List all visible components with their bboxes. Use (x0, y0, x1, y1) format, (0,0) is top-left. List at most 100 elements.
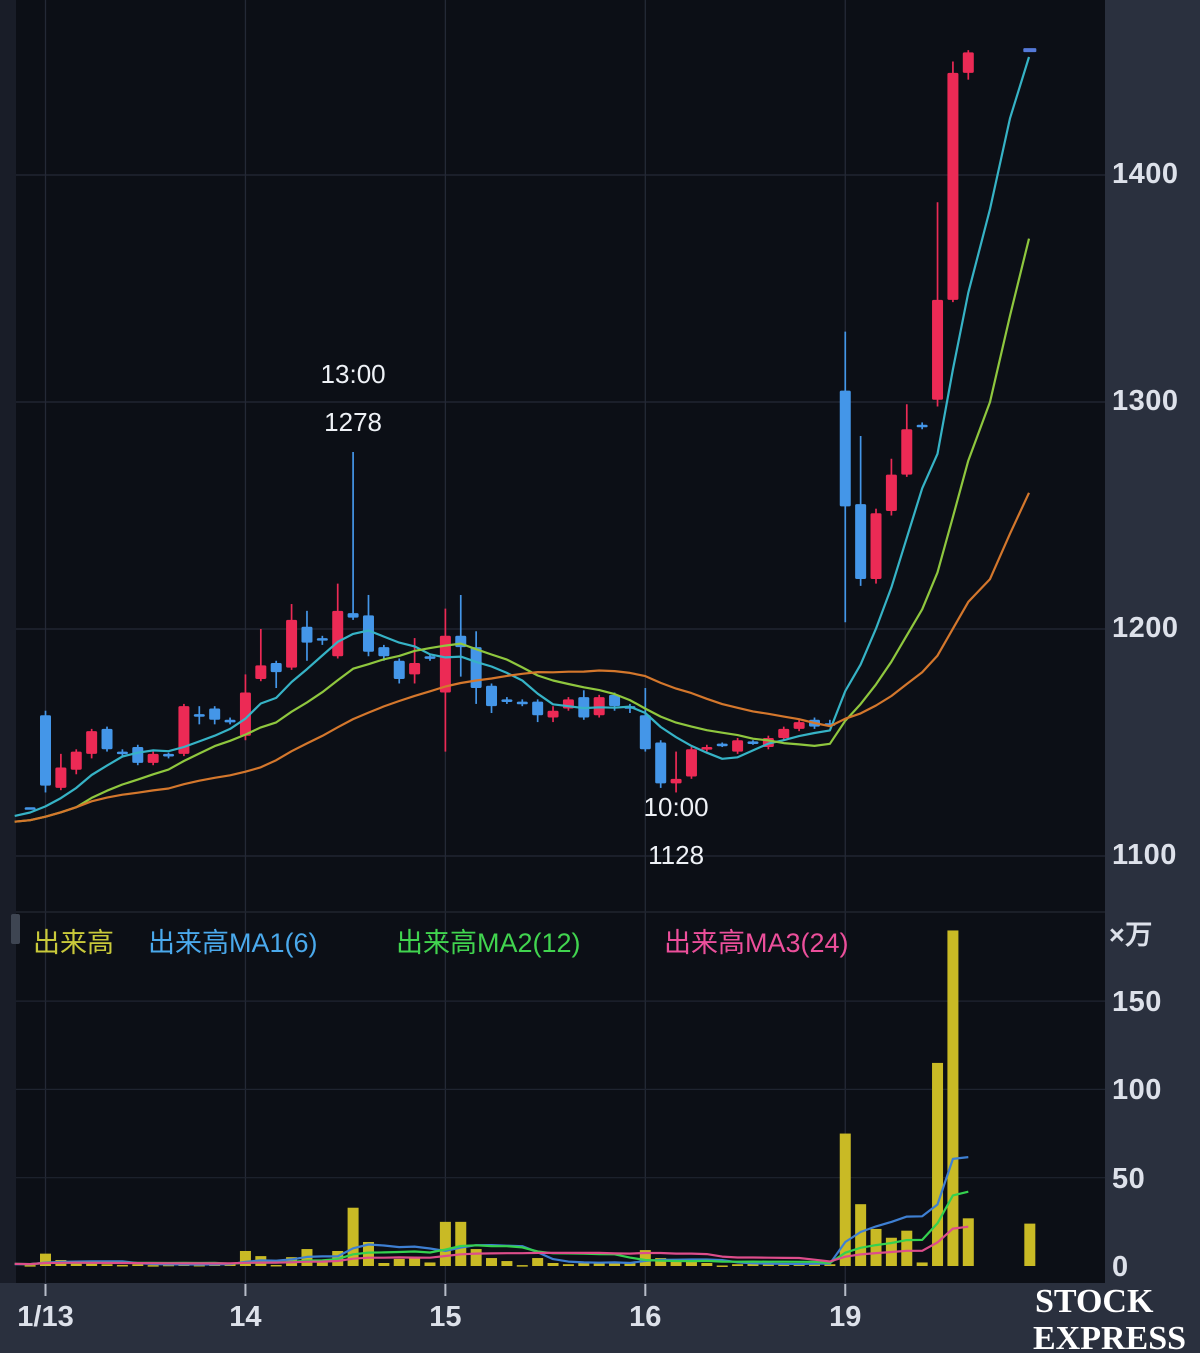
volume-bar[interactable] (439, 1221, 451, 1266)
volume-bar[interactable] (147, 1265, 159, 1267)
candle[interactable] (916, 422, 928, 430)
candle[interactable] (639, 688, 651, 752)
volume-bar[interactable] (685, 1261, 697, 1266)
volume-bar[interactable] (163, 1264, 175, 1267)
candle[interactable] (378, 644, 390, 661)
volume-bar[interactable] (316, 1259, 328, 1266)
candle[interactable] (562, 697, 574, 711)
candle[interactable] (593, 694, 605, 718)
candle[interactable] (885, 458, 897, 516)
candle[interactable] (70, 749, 82, 775)
volume-bar[interactable] (639, 1250, 651, 1266)
candle[interactable] (316, 635, 328, 645)
candle[interactable] (486, 683, 498, 713)
volume-bar[interactable] (962, 1218, 974, 1266)
volume-bar[interactable] (732, 1264, 744, 1266)
volume-bar[interactable] (24, 1265, 36, 1267)
candle[interactable] (439, 608, 451, 752)
volume-bar[interactable] (362, 1241, 374, 1266)
volume-bar[interactable] (762, 1264, 774, 1266)
candles-layer[interactable] (24, 50, 974, 810)
candle[interactable] (685, 747, 697, 779)
volume-bar[interactable] (501, 1261, 513, 1266)
candle[interactable] (532, 699, 544, 723)
candle[interactable] (393, 658, 405, 684)
candle[interactable] (578, 690, 590, 720)
candle[interactable] (962, 50, 974, 80)
volume-bar[interactable] (116, 1264, 128, 1267)
volume-bar[interactable] (424, 1262, 436, 1266)
candle[interactable] (670, 751, 682, 793)
candle[interactable] (855, 436, 867, 586)
legend-volume-ma2[interactable]: 出来高MA2(12) (396, 928, 581, 958)
candle[interactable] (132, 744, 144, 766)
volume-bar-current[interactable] (1024, 1223, 1036, 1266)
candle[interactable] (239, 674, 251, 741)
candle[interactable] (255, 629, 267, 682)
candle[interactable] (716, 742, 728, 748)
volume-bar[interactable] (855, 1204, 867, 1266)
volume-bars-layer[interactable] (24, 930, 1036, 1267)
volume-bar[interactable] (747, 1262, 759, 1266)
legend-volume-ma3[interactable]: 出来高MA3(24) (664, 928, 849, 958)
candle[interactable] (301, 610, 313, 661)
candle[interactable] (470, 631, 482, 704)
volume-bar[interactable] (239, 1250, 251, 1266)
candle[interactable] (163, 752, 175, 759)
candle[interactable] (101, 726, 113, 752)
legend-volume[interactable]: 出来高 (33, 928, 114, 958)
volume-bar[interactable] (132, 1264, 144, 1266)
volume-bar[interactable] (932, 1062, 944, 1266)
volume-bar[interactable] (455, 1221, 467, 1266)
candle[interactable] (224, 717, 236, 725)
volume-bar[interactable] (670, 1261, 682, 1266)
candle[interactable] (547, 706, 559, 723)
candle[interactable] (86, 728, 98, 759)
candle[interactable] (901, 404, 913, 477)
volume-bar[interactable] (70, 1262, 82, 1266)
candle[interactable] (24, 807, 36, 810)
volume-bar[interactable] (947, 930, 959, 1266)
candle[interactable] (870, 508, 882, 584)
candle[interactable] (147, 751, 159, 766)
volume-bar[interactable] (470, 1249, 482, 1266)
candle[interactable] (778, 726, 790, 741)
volume-bar[interactable] (393, 1258, 405, 1266)
volume-bar[interactable] (409, 1257, 421, 1266)
volume-bar[interactable] (40, 1253, 51, 1266)
pane-divider-handle[interactable] (11, 914, 20, 944)
candle[interactable] (655, 740, 667, 788)
volume-bar[interactable] (793, 1264, 805, 1266)
volume-bar[interactable] (701, 1262, 713, 1266)
volume-bar[interactable] (486, 1258, 498, 1266)
volume-bar[interactable] (609, 1262, 621, 1266)
candle[interactable] (286, 604, 298, 670)
candle[interactable] (347, 451, 359, 620)
candle[interactable] (747, 740, 759, 745)
candle[interactable] (116, 749, 128, 757)
volume-bar[interactable] (716, 1265, 728, 1267)
volume-bar[interactable] (916, 1262, 928, 1266)
candle[interactable] (839, 331, 851, 623)
candle[interactable] (193, 706, 205, 725)
candle[interactable] (55, 753, 67, 791)
volume-bar[interactable] (824, 1264, 836, 1266)
volume-bar[interactable] (86, 1262, 98, 1266)
volume-bar[interactable] (901, 1230, 913, 1266)
volume-bar[interactable] (578, 1262, 590, 1266)
candle[interactable] (793, 719, 805, 732)
candle[interactable] (501, 697, 513, 704)
candle[interactable] (455, 594, 467, 677)
legend-volume-ma1[interactable]: 出来高MA1(6) (148, 928, 318, 958)
candle[interactable] (270, 660, 282, 689)
volume-bar[interactable] (193, 1264, 205, 1267)
candle[interactable] (932, 202, 944, 407)
candle[interactable] (732, 737, 744, 754)
volume-bar[interactable] (378, 1262, 390, 1266)
volume-bar[interactable] (839, 1133, 851, 1266)
candle[interactable] (332, 583, 344, 659)
volume-bar[interactable] (516, 1265, 528, 1267)
candle[interactable] (362, 594, 374, 657)
volume-bar[interactable] (562, 1264, 574, 1266)
